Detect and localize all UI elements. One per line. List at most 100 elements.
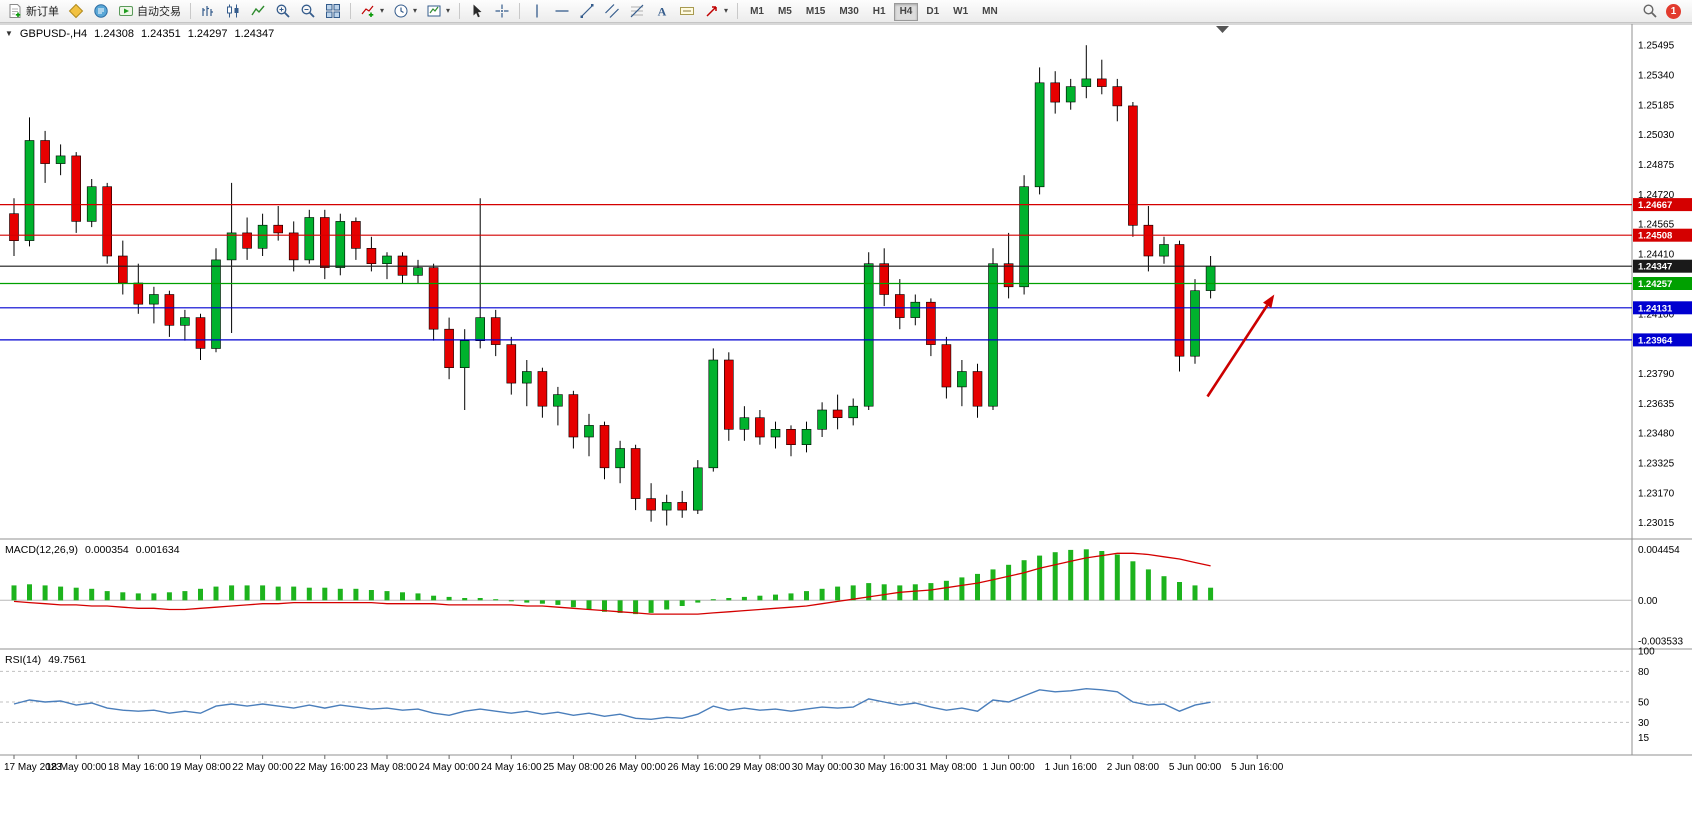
svg-text:22 May 00:00: 22 May 00:00 [232,762,293,773]
new-order-label: 新订单 [26,6,59,18]
data-window-icon [94,4,108,18]
macd-histogram [11,549,1214,615]
svg-text:1 Jun 16:00: 1 Jun 16:00 [1045,762,1098,773]
templates-icon [427,5,441,17]
zoom-in-button[interactable] [271,1,295,21]
toolbar-separator [350,3,351,19]
chart-window: 1.25495 1.25340 1.25185 1.25030 1.24875 1.247… [0,23,1692,840]
zoom-in-icon [276,4,290,18]
svg-text:100: 100 [1638,647,1655,658]
tile-windows-button[interactable] [321,1,345,21]
toolbar-separator [459,3,461,19]
svg-text:1.23964: 1.23964 [1638,335,1673,346]
svg-text:25 May 08:00: 25 May 08:00 [543,762,604,773]
text-tool-button[interactable]: A [650,1,674,21]
svg-text:23 May 08:00: 23 May 08:00 [357,762,418,773]
svg-text:1.23170: 1.23170 [1638,488,1675,499]
timeframe-h4[interactable]: H4 [893,2,919,21]
svg-text:0.004454: 0.004454 [1638,545,1680,556]
svg-text:18 May 16:00: 18 May 16:00 [108,762,169,773]
svg-text:26 May 00:00: 26 May 00:00 [605,762,666,773]
svg-text:2 Jun 08:00: 2 Jun 08:00 [1107,762,1160,773]
periods-button[interactable]: ▾ [389,1,421,21]
chart-canvas[interactable]: 1.25495 1.25340 1.25185 1.25030 1.24875 1.247… [0,23,1692,840]
svg-text:1.23635: 1.23635 [1638,399,1675,410]
rsi-line [13,687,1211,721]
price-axis[interactable]: 1.25495 1.25340 1.25185 1.25030 1.24875 1.247… [1638,41,1675,529]
timeframe-m15[interactable]: M15 [800,3,831,21]
timeframe-w1[interactable]: W1 [947,3,974,21]
search-icon[interactable] [1642,3,1658,19]
line-chart-button[interactable] [246,1,270,21]
timeframe-m1[interactable]: M1 [744,3,770,21]
arrows-tool-button[interactable]: ▾ [700,1,732,21]
horizontal-line-tool-button[interactable] [550,1,574,21]
fibonacci-tool-button[interactable] [625,1,649,21]
new-order-button[interactable]: 新订单 [3,1,63,21]
timeframe-mn[interactable]: MN [976,3,1004,21]
trend-arrow[interactable] [1206,294,1275,398]
svg-text:1.23015: 1.23015 [1638,518,1675,529]
toolbar-separator [737,3,739,19]
dropdown-caret-icon: ▾ [446,6,451,15]
svg-text:1.24565: 1.24565 [1638,220,1675,231]
svg-text:1.23325: 1.23325 [1638,458,1675,469]
candles [9,45,1216,526]
vertical-line-tool-button[interactable] [525,1,549,21]
templates-button[interactable]: ▾ [422,1,454,21]
notifications-badge[interactable]: 1 [1666,3,1681,19]
text-label-tool-button[interactable] [675,1,699,21]
trendline-tool-button[interactable] [575,1,599,21]
timeframe-d1[interactable]: D1 [920,3,945,21]
new-order-icon [9,4,21,18]
cursor-tool-button[interactable] [465,1,489,21]
auto-trading-button[interactable]: 自动交易 [114,1,185,21]
market-watch-icon [68,3,84,19]
market-watch-button[interactable] [64,1,88,21]
svg-text:17 May 2023: 17 May 2023 [4,762,62,773]
crosshair-tool-button[interactable] [490,1,514,21]
chart-shift-marker[interactable] [1216,26,1229,33]
dropdown-caret-icon: ▾ [413,6,418,15]
svg-text:1.24720: 1.24720 [1638,190,1675,201]
svg-text:A: A [658,5,667,19]
svg-text:18 May 00:00: 18 May 00:00 [46,762,107,773]
cursor-icon [473,4,482,18]
indicators-button[interactable]: ▾ [356,1,388,21]
svg-text:29 May 08:00: 29 May 08:00 [730,762,791,773]
zoom-out-button[interactable] [296,1,320,21]
svg-text:1.24347: 1.24347 [1638,262,1672,273]
svg-text:1 Jun 00:00: 1 Jun 00:00 [982,762,1035,773]
price-tag [1633,198,1692,212]
svg-text:1.24875: 1.24875 [1638,160,1675,171]
auto-trading-icon [119,6,133,16]
svg-text:1.25185: 1.25185 [1638,100,1675,111]
svg-text:30 May 16:00: 30 May 16:00 [854,762,915,773]
svg-text:1.24131: 1.24131 [1638,303,1673,314]
macd-signal-line [13,552,1211,615]
tile-windows-icon [326,4,340,18]
timeframe-h1[interactable]: H1 [867,3,892,21]
candlestick-chart-button[interactable] [221,1,245,21]
price-tag [1633,333,1692,347]
price-tag [1633,228,1692,242]
timeframe-m30[interactable]: M30 [833,3,864,21]
svg-text:1.24410: 1.24410 [1638,250,1675,261]
bar-chart-button[interactable] [196,1,220,21]
svg-text:5 Jun 16:00: 5 Jun 16:00 [1231,762,1284,773]
price-tag [1633,277,1692,290]
candlestick-chart-icon [227,4,239,18]
bar-chart-icon [202,6,213,16]
dropdown-caret-icon: ▾ [380,6,385,15]
channel-tool-button[interactable] [600,1,624,21]
periods-clock-icon [394,4,408,18]
text-label-icon [680,7,695,15]
svg-text:0.00: 0.00 [1638,596,1658,607]
timeframe-m5[interactable]: M5 [772,3,798,21]
horizontal-level-lines[interactable] [0,204,1632,341]
svg-text:15: 15 [1638,733,1650,744]
svg-text:50: 50 [1638,698,1650,709]
data-window-button[interactable] [89,1,113,21]
svg-text:24 May 00:00: 24 May 00:00 [419,762,480,773]
